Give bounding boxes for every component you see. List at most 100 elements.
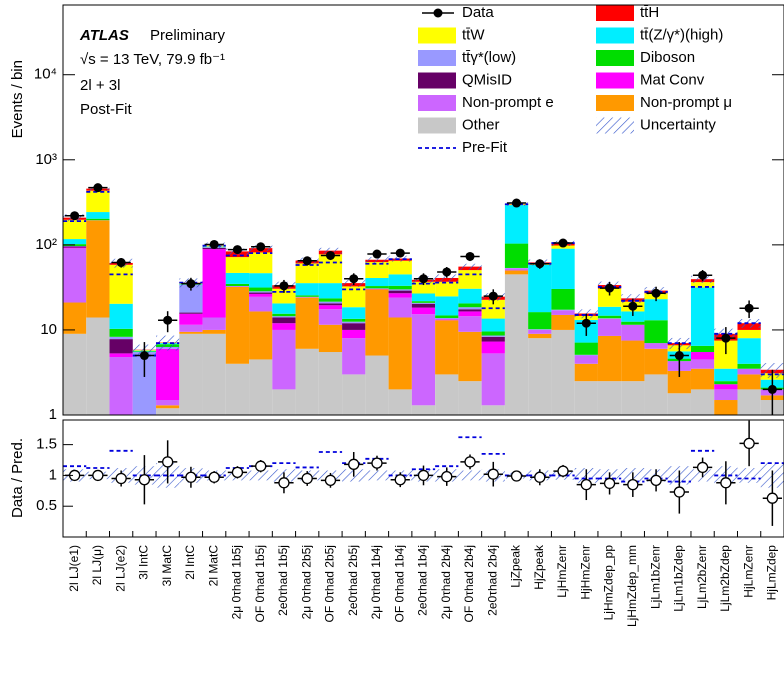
- stack-segment: [318, 352, 343, 415]
- x-tick-label: 2e0τhad 1b4j: [416, 545, 430, 616]
- data-point: [139, 351, 149, 361]
- data-point: [279, 281, 289, 291]
- ratio-point: [650, 474, 662, 486]
- x-tick-label: LjLm1bZdep: [672, 545, 686, 612]
- stack-segment: [667, 393, 691, 415]
- stack-segment: [272, 323, 296, 330]
- ratio-uncertainty: [737, 468, 761, 483]
- data-point: [442, 267, 452, 277]
- ratio-point: [580, 479, 592, 491]
- data-point: [325, 250, 335, 260]
- data-point: [163, 315, 173, 325]
- legend-swatch: [418, 72, 456, 89]
- stack-segment: [504, 243, 529, 268]
- legend-label: Non-prompt μ: [640, 94, 732, 111]
- x-tick-label: 2e0τhad 2b4j: [485, 545, 499, 616]
- stack-segment: [295, 297, 319, 349]
- x-tick-label: HjLmZenr: [741, 545, 755, 598]
- legend-swatch: [418, 27, 456, 44]
- data-point: [349, 274, 359, 284]
- stack-segment: [528, 264, 552, 313]
- legend-swatch: [596, 95, 634, 111]
- stack-segment: [621, 321, 645, 325]
- x-tick-label: LjZpeak: [509, 544, 523, 588]
- stack-segment: [63, 302, 87, 334]
- uncertainty-band: [365, 256, 389, 263]
- stack-segment: [504, 274, 529, 415]
- legend-data-marker: [433, 8, 443, 18]
- data-point: [767, 384, 777, 394]
- y-tick-label: 10: [40, 321, 57, 338]
- uncertainty-band: [458, 263, 482, 270]
- stack-segment: [411, 307, 436, 315]
- data-point: [698, 270, 708, 280]
- stack-segment: [621, 324, 645, 341]
- legend-swatch: [418, 50, 456, 66]
- ratio-point: [696, 461, 709, 474]
- stack-segment: [295, 283, 319, 296]
- stack-segment: [179, 324, 203, 332]
- channel: 2l + 3l: [80, 77, 120, 94]
- stack-segment: [109, 264, 133, 304]
- legend-label: tt̄W: [462, 26, 485, 43]
- stack-segment: [621, 311, 645, 322]
- stack-segment: [272, 303, 296, 314]
- stack-segment: [458, 331, 482, 382]
- data-point: [256, 242, 266, 252]
- stack-segment: [481, 335, 505, 337]
- status: Preliminary: [150, 27, 226, 44]
- stack-segment: [551, 329, 575, 415]
- energy-lumi: √s = 13 TeV, 79.9 fb⁻¹: [80, 51, 225, 68]
- x-tick-label: 3l MatC: [160, 545, 174, 587]
- legend-label: QMisID: [462, 71, 512, 88]
- stack-segment: [690, 282, 715, 288]
- data-point: [581, 318, 591, 328]
- stack-segment: [109, 357, 133, 415]
- stack-segment: [481, 336, 505, 342]
- stack-segment: [318, 283, 343, 299]
- stack-segment: [342, 321, 366, 324]
- y-axis-title: Events / bin: [9, 60, 26, 138]
- x-tick-label: 2μ 0τhad 1b5j: [230, 545, 244, 619]
- stack-segment: [597, 315, 622, 319]
- ratio-point: [301, 472, 313, 485]
- x-tick-label: LjHmZdep_pp: [602, 545, 616, 621]
- stack-segment: [249, 311, 273, 360]
- y-tick-label: 10⁴: [34, 66, 57, 83]
- legend-swatch: [418, 117, 456, 134]
- stack-segment: [481, 318, 505, 332]
- legend-label: tt̄γ*(low): [462, 49, 516, 66]
- stack-segment: [714, 368, 738, 382]
- stack-segment: [156, 408, 180, 415]
- data-point: [651, 288, 661, 298]
- uncertainty-band: [737, 319, 761, 328]
- stack-segment: [551, 248, 575, 289]
- stack-segment: [644, 348, 668, 375]
- stack-segment: [574, 355, 598, 364]
- x-tick-label: HjLmZdep: [765, 545, 779, 601]
- stack-segment: [202, 249, 226, 318]
- ratio-point: [185, 471, 197, 483]
- data-point: [116, 258, 126, 268]
- x-tick-label: 2l LJ(e1): [67, 545, 81, 592]
- stack-segment: [574, 381, 598, 415]
- stack-segment: [481, 405, 505, 415]
- data-point: [512, 198, 522, 208]
- uncertainty-band: [388, 255, 412, 262]
- x-tick-label: OF 0τhad 1b4j: [392, 545, 406, 622]
- stack-segment: [388, 389, 412, 415]
- stack-segment: [318, 298, 343, 302]
- stack-segment: [202, 317, 226, 330]
- stack-segment: [342, 307, 366, 319]
- uncertainty-band: [318, 247, 343, 254]
- ratio-point: [115, 472, 127, 485]
- stack-segment: [272, 317, 296, 324]
- stack-segment: [551, 288, 575, 310]
- stack-segment: [342, 329, 366, 339]
- data-point: [419, 274, 428, 284]
- stack-segment: [690, 345, 715, 353]
- ratio-tick-label: 0.5: [36, 497, 57, 514]
- x-tick-label: 2μ 0τhad 2b4j: [439, 545, 453, 619]
- stack-segment: [690, 287, 715, 346]
- data-point: [674, 351, 684, 361]
